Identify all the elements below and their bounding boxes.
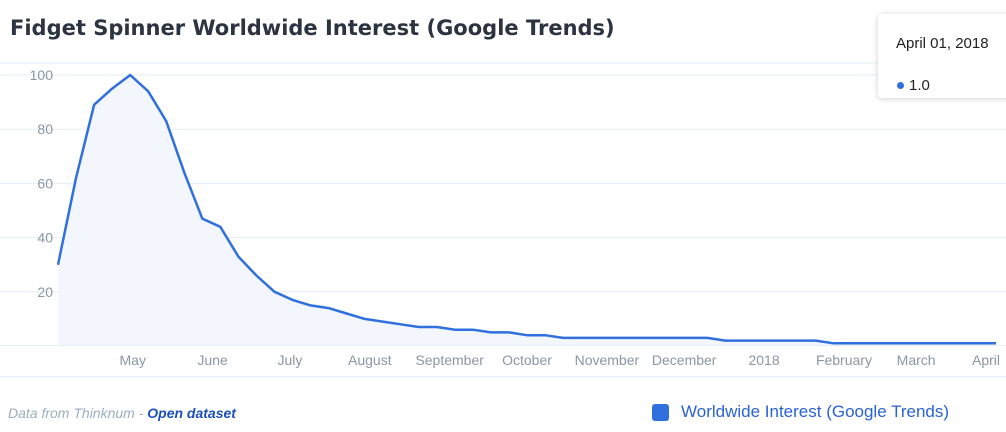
x-tick-label: July <box>277 352 302 368</box>
y-tick-label: 20 <box>37 284 53 300</box>
tooltip: April 01, 2018 1.0 <box>878 14 1006 98</box>
open-dataset-link[interactable]: Open dataset <box>147 405 236 421</box>
y-tick-label: 80 <box>37 121 53 137</box>
x-tick-label: March <box>897 352 936 368</box>
x-tick-label: August <box>348 352 392 368</box>
x-tick-label: June <box>197 352 228 368</box>
credits: Data from Thinknum - Open dataset <box>8 405 236 421</box>
tooltip-series-dot-icon <box>897 82 904 89</box>
x-tick-label: September <box>415 352 484 368</box>
x-tick-label: 2018 <box>748 352 779 368</box>
tooltip-value: 1.0 <box>909 77 930 94</box>
x-axis: May June July August September October Novembe… <box>120 352 1000 368</box>
legend-item[interactable]: Worldwide Interest (Google Trends) <box>652 402 949 422</box>
credit-text: Data from Thinknum - <box>8 405 147 421</box>
legend-label: Worldwide Interest (Google Trends) <box>681 402 949 422</box>
y-tick-label: 100 <box>30 67 54 83</box>
legend-swatch-icon <box>652 404 669 421</box>
y-tick-label: 40 <box>37 230 53 246</box>
footer-divider <box>0 376 1006 377</box>
x-tick-label: May <box>120 352 146 368</box>
x-tick-label: April <box>972 352 1000 368</box>
x-tick-label: October <box>502 352 552 368</box>
tooltip-date: April 01, 2018 <box>896 35 989 52</box>
x-tick-label: December <box>652 352 717 368</box>
x-tick-label: February <box>816 352 872 368</box>
y-tick-label: 60 <box>37 175 53 191</box>
x-tick-label: November <box>575 352 640 368</box>
